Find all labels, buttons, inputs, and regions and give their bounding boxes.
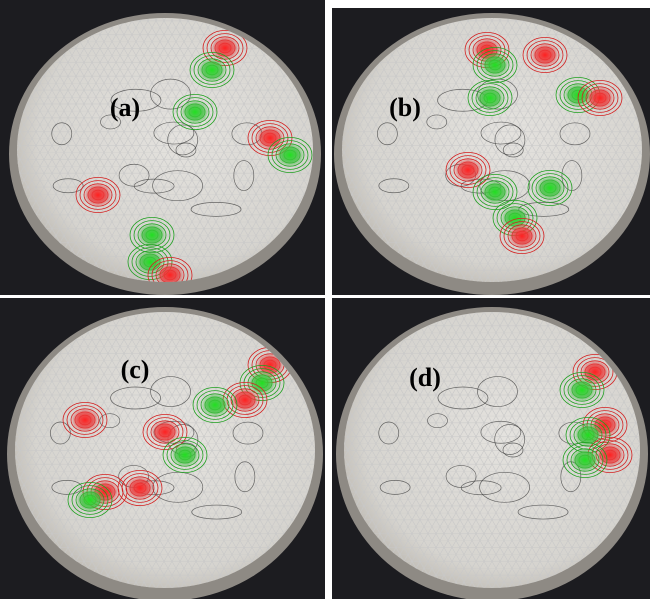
blob — [568, 378, 596, 402]
blob — [276, 143, 304, 167]
panel: (b) — [332, 8, 650, 295]
blob — [531, 43, 559, 67]
blob — [481, 53, 509, 77]
blob — [536, 176, 564, 200]
blob — [151, 420, 179, 444]
blob — [138, 223, 166, 247]
figure: (a) (b) (c) (d) — [0, 0, 650, 599]
blob — [481, 180, 509, 204]
blob — [181, 100, 209, 124]
panel: (d) — [332, 298, 650, 599]
blob — [71, 408, 99, 432]
blob — [198, 58, 226, 82]
panel-label: (d) — [409, 363, 441, 392]
blob — [571, 448, 599, 472]
blob — [84, 183, 112, 207]
panel-label: (c) — [121, 355, 150, 384]
blob — [596, 443, 624, 467]
panel-label: (b) — [389, 93, 421, 122]
blob — [76, 488, 104, 512]
blob — [476, 86, 504, 110]
blob — [211, 36, 239, 60]
blob — [201, 393, 229, 417]
blob — [126, 476, 154, 500]
blob — [508, 224, 536, 248]
panel: (c) — [0, 298, 325, 599]
blob — [231, 388, 259, 412]
blob — [454, 158, 482, 182]
blob — [256, 126, 284, 150]
blob — [586, 86, 614, 110]
panel-label: (a) — [110, 93, 140, 122]
panel: (a) — [0, 0, 325, 295]
blob — [171, 443, 199, 467]
